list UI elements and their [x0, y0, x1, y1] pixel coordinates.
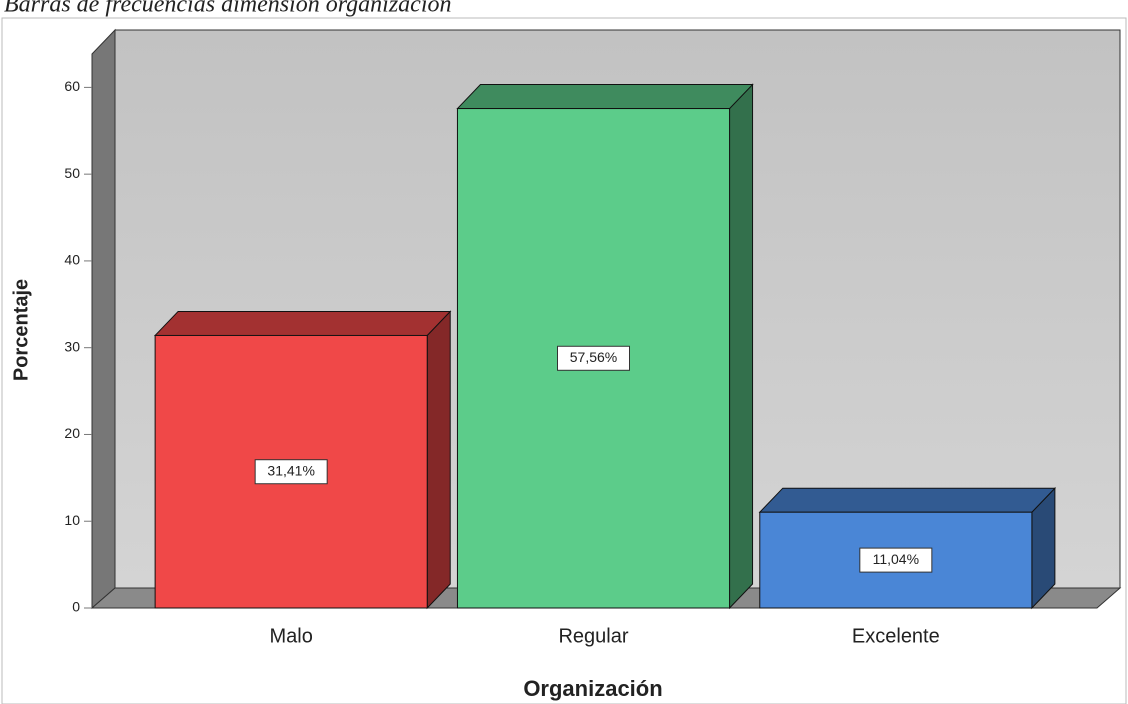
x-tick-label: Malo [269, 625, 312, 647]
y-tick-label: 50 [64, 165, 80, 181]
x-tick-label: Excelente [852, 625, 940, 647]
bar-side [426, 310, 451, 610]
y-tick-label: 30 [64, 338, 80, 354]
value-label-box [859, 547, 933, 573]
chart-title: Barras de frecuencias dimensión organiza… [4, 0, 452, 18]
value-label-box [557, 345, 630, 371]
bar-top [153, 310, 452, 336]
left-wall [91, 28, 116, 610]
y-tick-label: 40 [64, 252, 80, 268]
value-label-box [254, 459, 328, 485]
bar-top [758, 487, 1057, 513]
y-tick-label: 20 [64, 425, 80, 441]
value-label: 11,04% [873, 551, 919, 567]
y-axis-title: Porcentaje [10, 279, 32, 381]
value-label: 31,41% [267, 462, 314, 478]
y-tick-label: 0 [72, 599, 80, 615]
value-label: 57,56% [570, 349, 617, 365]
bar-top [456, 84, 754, 110]
x-axis-title: Organización [523, 676, 662, 701]
y-tick-label: 60 [64, 78, 80, 94]
y-tick-label: 10 [64, 512, 80, 528]
bar-side [729, 83, 754, 610]
x-tick-label: Regular [558, 625, 628, 647]
